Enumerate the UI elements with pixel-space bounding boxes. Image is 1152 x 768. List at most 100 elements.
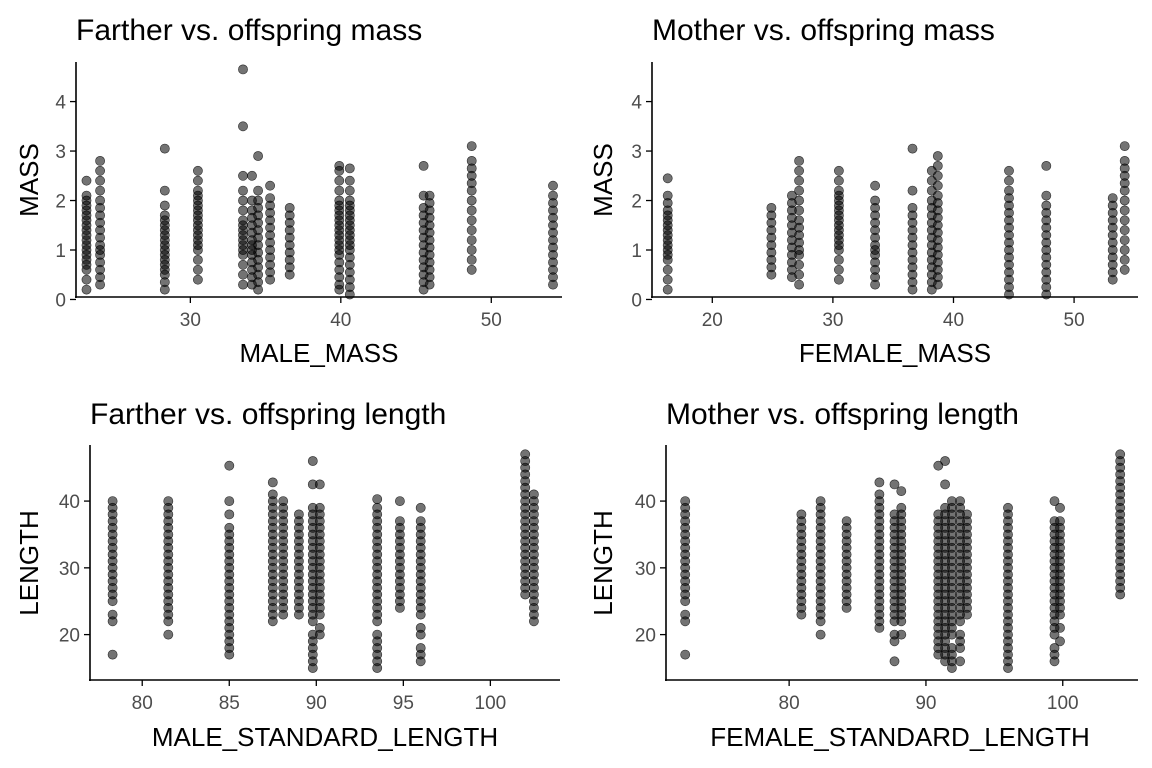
- x-axis-label: FEMALE_MASS: [799, 338, 991, 368]
- data-point: [889, 656, 900, 667]
- data-point: [394, 496, 405, 506]
- data-point: [1119, 155, 1130, 166]
- data-point: [955, 629, 965, 640]
- data-point: [889, 479, 900, 490]
- data-point: [1115, 449, 1126, 460]
- data-point: [794, 215, 804, 226]
- data-point: [415, 516, 426, 526]
- x-tick-label: 40: [330, 310, 351, 331]
- data-point: [95, 175, 105, 186]
- data-point: [815, 496, 826, 506]
- data-point: [947, 643, 957, 653]
- data-point: [466, 155, 477, 166]
- data-point: [224, 460, 235, 471]
- data-point: [253, 195, 263, 206]
- data-point: [415, 623, 426, 633]
- panel-title: Farther vs. offspring mass: [76, 14, 422, 47]
- data-point: [662, 274, 673, 285]
- data-point: [372, 494, 383, 504]
- data-point: [314, 502, 325, 513]
- data-point: [834, 254, 844, 265]
- data-point: [466, 254, 477, 265]
- data-point: [794, 165, 804, 176]
- data-point: [192, 165, 203, 176]
- data-point: [834, 165, 844, 176]
- data-point: [466, 215, 477, 226]
- data-point: [253, 185, 263, 196]
- data-point: [940, 479, 950, 490]
- x-tick-label: 100: [1047, 693, 1079, 714]
- data-point: [238, 195, 248, 206]
- data-point: [466, 245, 477, 255]
- data-point: [870, 195, 880, 206]
- data-point: [81, 175, 92, 186]
- data-point: [1119, 141, 1130, 151]
- data-point: [238, 121, 248, 132]
- data-point: [81, 274, 92, 285]
- data-point: [529, 489, 539, 500]
- data-point: [307, 456, 318, 466]
- data-point: [81, 284, 92, 295]
- x-tick-label: 30: [822, 310, 843, 331]
- data-point: [192, 274, 203, 285]
- data-point: [278, 496, 289, 506]
- data-point: [662, 264, 673, 275]
- data-point: [238, 185, 248, 196]
- data-point: [896, 486, 907, 496]
- x-tick-label: 100: [475, 693, 507, 714]
- data-point: [548, 180, 558, 191]
- data-point: [1055, 636, 1065, 647]
- data-point: [932, 170, 943, 181]
- data-point: [344, 195, 355, 206]
- data-point: [834, 264, 844, 275]
- data-point: [870, 180, 880, 191]
- data-point: [394, 516, 405, 526]
- x-axis-label: FEMALE_STANDARD_LENGTH: [710, 722, 1090, 752]
- data-point: [107, 496, 118, 506]
- data-point: [874, 489, 885, 500]
- y-axis-label: MASS: [588, 143, 618, 217]
- x-tick-label: 80: [779, 693, 800, 714]
- y-tick-label: 4: [631, 93, 642, 114]
- data-point: [662, 190, 673, 201]
- x-tick-label: 80: [132, 693, 153, 714]
- data-point: [1055, 623, 1065, 633]
- data-point: [372, 502, 383, 513]
- data-point: [265, 180, 275, 191]
- panel-farther-length: Farther vs. offspring length LENGTH MALE…: [14, 398, 560, 752]
- data-point: [907, 185, 918, 196]
- data-point: [192, 175, 203, 186]
- panel-title: Farther vs. offspring length: [90, 398, 446, 431]
- data-point: [238, 170, 248, 181]
- data-point: [334, 195, 345, 206]
- data-point: [466, 264, 477, 275]
- x-tick-label: 50: [1064, 310, 1085, 331]
- data-point: [284, 202, 295, 213]
- data-point: [466, 235, 477, 245]
- data-point: [334, 175, 345, 186]
- data-point: [192, 254, 203, 265]
- y-tick-label: 3: [631, 142, 642, 163]
- x-tick-label: 20: [702, 310, 723, 331]
- data-point: [834, 175, 844, 186]
- data-point: [896, 629, 907, 640]
- data-point: [794, 205, 804, 216]
- data-point: [95, 165, 105, 176]
- data-point: [424, 190, 435, 201]
- panel-title: Mother vs. offspring length: [666, 398, 1019, 431]
- data-point: [95, 195, 105, 206]
- data-point: [1003, 502, 1013, 513]
- data-point: [1041, 160, 1052, 171]
- data-point: [834, 185, 844, 196]
- panel-mother-mass: Mother vs. offspring mass MASS FEMALE_MA…: [588, 14, 1138, 368]
- x-axis-label: MALE_MASS: [240, 338, 399, 368]
- data-point: [932, 180, 943, 191]
- y-tick-label: 1: [55, 241, 66, 262]
- data-point: [372, 629, 383, 640]
- data-point: [163, 496, 174, 506]
- data-point: [265, 193, 275, 203]
- data-point: [947, 496, 957, 506]
- data-point: [1041, 200, 1052, 211]
